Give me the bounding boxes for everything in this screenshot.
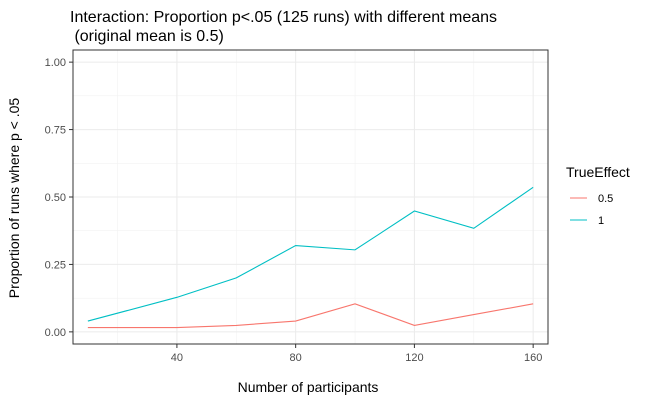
- series-line-1: [87, 186, 534, 322]
- y-tick-label: 0.00: [45, 327, 66, 339]
- x-tick-label: 40: [171, 352, 183, 364]
- x-tick-label: 80: [290, 352, 302, 364]
- y-axis: 0.00 0.25 0.50 0.75 1.00: [45, 57, 73, 339]
- x-axis-label: Number of participants: [238, 379, 379, 395]
- y-tick-label: 1.00: [45, 57, 66, 69]
- y-tick-label: 0.75: [45, 125, 66, 137]
- chart-title: Interaction: Proportion p<.05 (125 runs)…: [70, 9, 497, 26]
- chart-subtitle: (original mean is 0.5): [70, 28, 224, 45]
- y-tick-label: 0.50: [45, 192, 66, 204]
- x-axis: 40 80 120 160: [171, 344, 542, 364]
- y-tick-label: 0.25: [45, 259, 66, 271]
- y-axis-label: Proportion of runs where p < .05: [6, 98, 22, 299]
- legend-label-1: 1: [598, 215, 604, 227]
- legend-label-0.5: 0.5: [598, 193, 613, 205]
- x-tick-label: 120: [405, 352, 423, 364]
- x-tick-label: 160: [524, 352, 542, 364]
- legend: TrueEffect 0.5 1: [566, 164, 630, 227]
- series-lines: [87, 186, 534, 329]
- series-line-0.5: [87, 303, 534, 329]
- legend-title: TrueEffect: [566, 164, 630, 180]
- plot-area: [72, 49, 549, 345]
